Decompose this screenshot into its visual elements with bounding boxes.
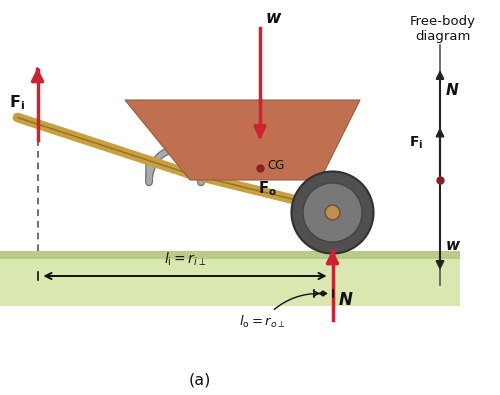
Text: $\mathbf{F_i}$: $\mathbf{F_i}$: [8, 93, 24, 112]
Circle shape: [303, 183, 362, 242]
Text: $\mathbf{F_o}$: $\mathbf{F_o}$: [258, 180, 276, 198]
Text: w: w: [446, 237, 460, 252]
Text: N: N: [446, 83, 459, 98]
Text: $\mathbf{F_i}$: $\mathbf{F_i}$: [409, 134, 424, 151]
Text: w: w: [266, 9, 281, 26]
Bar: [0, 251, 460, 306]
Text: N: N: [338, 291, 352, 309]
Text: CG: CG: [268, 158, 285, 171]
Text: Free-body
diagram: Free-body diagram: [410, 15, 476, 43]
Circle shape: [292, 171, 374, 254]
Text: $l_\mathrm{i} = r_{i\perp}$: $l_\mathrm{i} = r_{i\perp}$: [164, 251, 206, 269]
Text: (a): (a): [189, 372, 211, 387]
Bar: [0, 251, 460, 258]
Circle shape: [325, 205, 340, 220]
Text: $l_\mathrm{o} = r_{o\perp}$: $l_\mathrm{o} = r_{o\perp}$: [238, 291, 318, 330]
Polygon shape: [125, 100, 360, 180]
